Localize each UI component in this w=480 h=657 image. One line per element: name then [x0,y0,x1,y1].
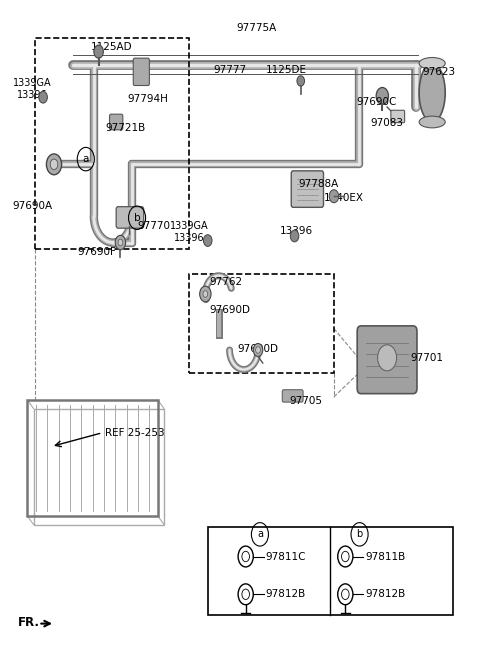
Text: FR.: FR. [18,616,40,629]
Text: 1125AD: 1125AD [91,42,132,52]
Text: 1125DE: 1125DE [266,65,307,75]
Circle shape [376,87,388,104]
Circle shape [47,154,61,175]
Circle shape [94,45,103,58]
Text: 97762: 97762 [209,277,242,286]
Text: b: b [134,213,140,223]
Text: 97794H: 97794H [127,93,168,104]
Text: b: b [357,530,363,539]
Text: 1339GA
13396: 1339GA 13396 [170,221,208,243]
FancyBboxPatch shape [109,114,123,130]
Text: 97777: 97777 [213,65,246,75]
Text: 97770: 97770 [137,221,170,231]
Text: 97788A: 97788A [298,179,338,189]
Text: 97690A: 97690A [12,201,53,211]
Text: REF 25-253: REF 25-253 [105,428,165,438]
Bar [27,400,158,516]
Text: 97775A: 97775A [237,22,277,33]
Text: 97623: 97623 [423,68,456,78]
Circle shape [200,286,211,302]
Text: 97690C: 97690C [357,97,397,107]
FancyBboxPatch shape [291,171,324,208]
Circle shape [253,344,263,357]
Text: 97811B: 97811B [365,551,406,562]
Text: a: a [257,530,263,539]
Circle shape [50,159,58,170]
Text: 97705: 97705 [289,396,322,407]
FancyBboxPatch shape [357,326,417,394]
Bar [35,38,189,249]
Text: 97690F: 97690F [77,246,116,257]
Circle shape [115,235,126,250]
Circle shape [39,91,48,103]
FancyBboxPatch shape [282,390,303,402]
Circle shape [203,290,208,297]
Circle shape [118,239,123,246]
Text: 1339GA
13396: 1339GA 13396 [13,78,51,100]
Circle shape [329,190,339,203]
Text: 97812B: 97812B [265,589,306,599]
Text: 97690D: 97690D [209,306,250,315]
Ellipse shape [419,58,445,69]
Circle shape [378,345,396,371]
Circle shape [290,230,299,242]
Text: 13396: 13396 [279,226,312,236]
Text: 97811C: 97811C [265,551,306,562]
Text: 97690D: 97690D [238,344,278,354]
Circle shape [256,347,261,353]
Circle shape [297,76,304,86]
Circle shape [204,235,212,246]
Text: 97083: 97083 [371,118,404,128]
Text: 97701: 97701 [410,353,443,363]
Ellipse shape [419,116,445,128]
FancyBboxPatch shape [133,58,149,85]
Bar [189,275,334,373]
Text: 97812B: 97812B [365,589,406,599]
Bar [208,526,453,615]
Text: 97721B: 97721B [105,123,145,133]
FancyBboxPatch shape [116,207,144,228]
Bar [34,409,164,524]
Ellipse shape [419,63,445,122]
FancyBboxPatch shape [391,110,405,123]
Text: 1140EX: 1140EX [324,193,363,203]
Text: a: a [83,154,89,164]
